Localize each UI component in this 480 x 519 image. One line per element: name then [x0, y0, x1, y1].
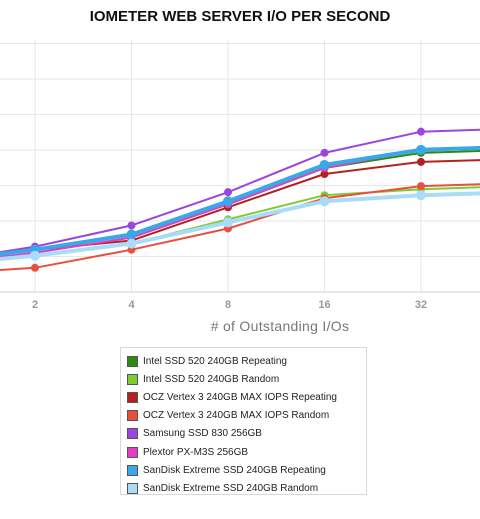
data-point	[126, 229, 137, 240]
series-line	[0, 159, 480, 257]
data-point	[417, 157, 425, 166]
legend-item: SanDisk Extreme SSD 240GB Repeating	[127, 461, 360, 479]
legend-swatch	[127, 428, 138, 440]
legend-label: Intel SSD 520 240GB Repeating	[143, 355, 287, 367]
chart-title: IOMETER WEB SERVER I/O PER SECOND	[89, 8, 391, 25]
legend-swatch	[127, 373, 138, 385]
data-point	[320, 148, 329, 157]
legend-swatch	[127, 482, 138, 494]
x-axis: 2 4 8 16 32	[32, 299, 427, 311]
legend-label: Intel SSD 520 240GB Random	[143, 373, 280, 385]
data-point	[223, 196, 233, 207]
legend-item: Intel SSD 520 240GB Random	[127, 370, 360, 388]
legend-label: Samsung SSD 830 256GB	[143, 428, 262, 440]
legend-item: OCZ Vertex 3 240GB MAX IOPS Repeating	[127, 388, 360, 406]
data-point	[320, 170, 329, 179]
grid-lines	[0, 40, 480, 293]
data-point	[416, 190, 426, 201]
legend-label: OCZ Vertex 3 240GB MAX IOPS Repeating	[143, 391, 337, 403]
x-tick-label: 16	[318, 299, 330, 311]
legend: Intel SSD 520 240GB Repeating Intel SSD 5…	[120, 347, 367, 495]
legend-swatch	[127, 355, 138, 367]
legend-item: SanDisk Extreme SSD 240GB Random	[127, 479, 360, 497]
legend-item: Intel SSD 520 240GB Repeating	[127, 352, 360, 370]
legend-swatch	[127, 391, 138, 403]
legend-swatch	[127, 464, 138, 476]
data-point	[126, 238, 137, 249]
data-point	[224, 188, 232, 197]
legend-swatch	[127, 446, 138, 458]
data-point	[417, 127, 425, 136]
x-tick-label: 2	[32, 299, 38, 311]
x-tick-label: 4	[128, 299, 135, 311]
x-tick-label: 32	[415, 299, 427, 311]
legend-label: SanDisk Extreme SSD 240GB Random	[143, 482, 319, 494]
legend-label: Plextor PX-M3S 256GB	[143, 446, 249, 458]
data-point	[30, 250, 40, 261]
data-point	[319, 159, 330, 170]
series-points	[30, 127, 426, 272]
data-point	[416, 144, 426, 155]
legend-label: OCZ Vertex 3 240GB MAX IOPS Random	[143, 410, 330, 422]
x-tick-label: 8	[225, 299, 231, 311]
data-point	[127, 221, 136, 230]
x-axis-label: # of Outstanding I/Os	[210, 318, 350, 334]
legend-label: SanDisk Extreme SSD 240GB Repeating	[143, 464, 326, 476]
legend-swatch	[127, 410, 138, 422]
data-point	[31, 263, 39, 272]
legend-item: Samsung SSD 830 256GB	[127, 425, 360, 443]
data-point	[319, 196, 330, 207]
data-point	[223, 217, 233, 228]
legend-item: OCZ Vertex 3 240GB MAX IOPS Random	[127, 407, 360, 425]
legend-item: Plextor PX-M3S 256GB	[127, 443, 360, 461]
data-point	[417, 182, 425, 191]
